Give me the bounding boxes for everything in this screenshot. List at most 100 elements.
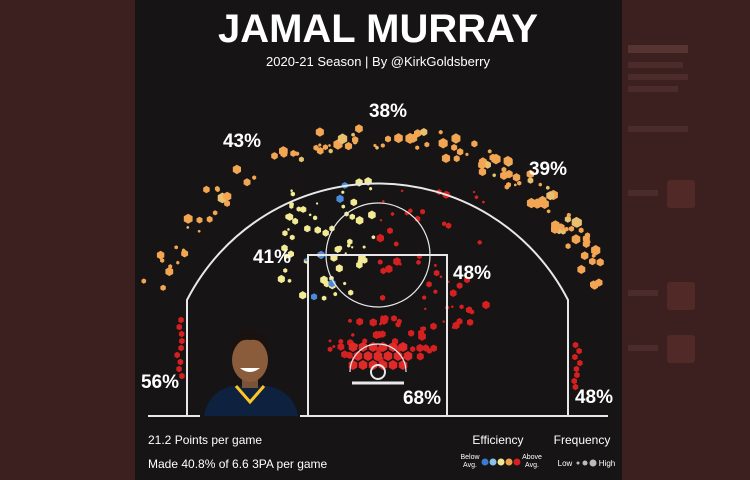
hex xyxy=(379,322,382,326)
faded-sidebar xyxy=(628,45,695,363)
hex xyxy=(371,235,376,240)
hex xyxy=(292,217,299,225)
hex xyxy=(299,291,307,300)
zone-label: 41% xyxy=(253,247,291,268)
hex xyxy=(500,171,508,180)
hex xyxy=(329,225,335,232)
hex xyxy=(277,274,285,284)
hex xyxy=(215,187,220,193)
hex xyxy=(394,133,403,144)
hex xyxy=(224,200,230,207)
hex xyxy=(183,213,193,224)
hex xyxy=(472,190,476,194)
hex xyxy=(451,325,456,330)
hex xyxy=(438,129,443,135)
hex xyxy=(341,204,346,209)
hex xyxy=(403,351,413,361)
hex xyxy=(287,250,294,258)
hex xyxy=(282,230,288,237)
hex xyxy=(373,143,377,148)
hex xyxy=(449,289,457,297)
hex xyxy=(160,258,165,263)
hex xyxy=(527,177,534,184)
hex xyxy=(491,154,497,160)
hex xyxy=(379,330,386,338)
hex xyxy=(355,216,364,225)
hex xyxy=(482,200,485,204)
hex xyxy=(203,185,210,194)
hex xyxy=(492,173,496,178)
hex xyxy=(281,244,288,252)
hex xyxy=(415,145,420,150)
subtitle: 2020-21 Season | By @KirkGoldsberry xyxy=(266,54,490,69)
hex xyxy=(577,359,583,367)
hex xyxy=(368,210,376,220)
hex xyxy=(580,251,589,260)
hex xyxy=(352,136,359,144)
hex xyxy=(430,322,437,330)
legend-high: High xyxy=(599,459,615,468)
hex xyxy=(579,265,583,269)
hex xyxy=(252,175,257,180)
hex xyxy=(538,182,542,187)
hex xyxy=(465,152,469,157)
legend-below: Avg. xyxy=(463,462,477,469)
hex xyxy=(577,264,586,274)
hex xyxy=(363,351,373,361)
hex xyxy=(298,156,304,163)
hex xyxy=(174,351,180,359)
hex xyxy=(337,133,348,145)
hex xyxy=(315,127,324,137)
hex xyxy=(196,216,203,224)
hex xyxy=(387,227,393,235)
hex xyxy=(416,343,424,353)
hex xyxy=(393,351,403,361)
hex xyxy=(344,142,353,151)
hex xyxy=(186,225,190,229)
hex xyxy=(394,259,400,266)
hex xyxy=(285,213,291,220)
hex xyxy=(418,329,425,337)
hex xyxy=(348,318,352,323)
zone-label: 56% xyxy=(141,372,179,393)
legend-above: Above xyxy=(522,454,542,461)
hex xyxy=(400,189,404,193)
player-photo xyxy=(200,325,300,417)
hex xyxy=(343,281,347,286)
legend-above: Avg. xyxy=(525,462,539,469)
hex xyxy=(512,173,521,182)
hex xyxy=(484,160,491,169)
hex xyxy=(385,264,393,274)
hex xyxy=(369,186,373,191)
hex xyxy=(576,347,582,355)
hex xyxy=(572,383,579,391)
hex xyxy=(574,371,580,379)
hex xyxy=(328,339,332,343)
hex xyxy=(388,360,398,370)
hex xyxy=(478,160,486,170)
hex xyxy=(578,227,584,234)
hex xyxy=(311,293,318,301)
title: JAMAL MURRAY xyxy=(218,7,538,51)
hex xyxy=(442,221,447,227)
hex xyxy=(206,215,213,223)
hex xyxy=(572,353,578,361)
hex xyxy=(168,264,173,269)
hex xyxy=(243,178,251,187)
hex xyxy=(348,342,358,352)
hex xyxy=(328,144,331,147)
hex xyxy=(410,346,416,353)
hex xyxy=(351,246,354,249)
hex xyxy=(451,144,458,151)
hex xyxy=(382,199,385,203)
hex xyxy=(223,191,232,202)
legend-title: Frequency xyxy=(554,433,611,447)
zone-label: 48% xyxy=(453,263,491,284)
hex xyxy=(390,212,395,216)
hex xyxy=(377,259,383,265)
hex xyxy=(478,167,487,177)
hex xyxy=(441,153,451,163)
hex xyxy=(179,337,185,345)
hex xyxy=(176,365,182,373)
